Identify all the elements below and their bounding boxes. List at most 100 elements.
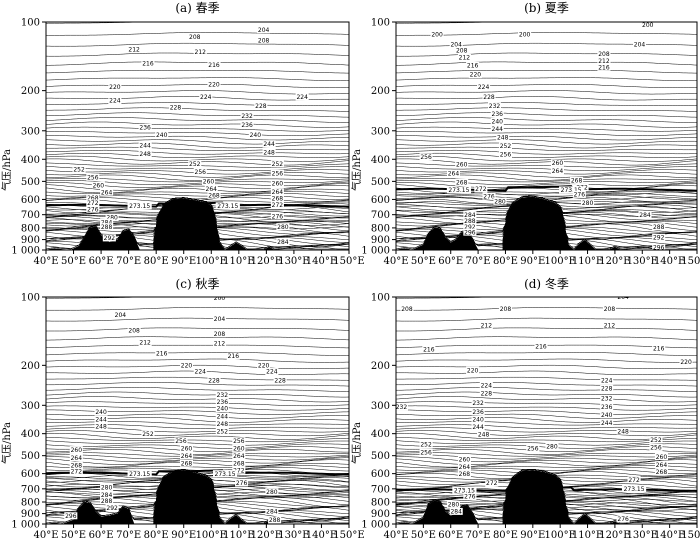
- x-tick-label: 130°E: [627, 530, 658, 541]
- isotherm-line: [396, 172, 697, 178]
- contour-label-bg: [616, 515, 630, 523]
- contour-label-bg: [240, 121, 254, 129]
- x-tick-label: 140°E: [306, 530, 337, 541]
- contour-label-bg: [100, 188, 114, 196]
- y-tick-label: 600: [21, 195, 40, 206]
- contour-label: 273.15: [448, 187, 469, 194]
- contour-label: 260: [93, 182, 105, 189]
- contour-label: 260: [272, 181, 284, 188]
- contour-label-bg: [232, 459, 246, 467]
- contour-label-bg: [94, 415, 108, 423]
- contour-label-bg: [232, 437, 246, 445]
- y-axis-label: 气压/hPa: [350, 149, 363, 191]
- contour-label-bg: [468, 71, 482, 79]
- contour-label-bg: [105, 213, 119, 221]
- y-tick-label: 100: [371, 18, 390, 29]
- contour-label: 252: [650, 437, 662, 444]
- contour-label: 252: [420, 441, 432, 448]
- contour-label-bg: [654, 461, 668, 469]
- contour-label-bg: [652, 344, 666, 352]
- x-tick-label: 150°E: [681, 256, 700, 267]
- contour-label-bg: [449, 40, 463, 48]
- isotherm-line: [396, 405, 697, 411]
- contour-label-bg: [457, 463, 471, 471]
- contour-label-bg: [91, 181, 105, 189]
- isotherm-line: [46, 344, 349, 349]
- contour-label: 276: [87, 206, 99, 213]
- isotherm-line: [396, 178, 697, 183]
- contour-label: 288: [101, 498, 113, 505]
- contour-label-bg: [463, 217, 477, 225]
- x-tick-label: 60°E: [89, 256, 114, 267]
- contour-label: 276: [617, 516, 629, 523]
- contour-label-bg: [215, 202, 240, 210]
- contour-label: 252: [500, 143, 512, 150]
- x-tick-label: 120°E: [599, 256, 630, 267]
- isotherm-line: [46, 22, 349, 24]
- contour-label-bg: [138, 150, 152, 158]
- contour-label-bg: [188, 160, 202, 168]
- contour-label-bg: [215, 405, 229, 413]
- contour-label: 260: [459, 457, 471, 464]
- isotherm-line: [396, 433, 697, 440]
- contour-label-bg: [207, 61, 221, 69]
- isotherm-line: [46, 131, 349, 136]
- contour-label-bg: [474, 185, 488, 193]
- contour-label: 204: [258, 27, 270, 34]
- x-tick-label: 150°E: [333, 256, 364, 267]
- contour-label-bg: [254, 102, 268, 110]
- contour-label: 224: [266, 369, 278, 376]
- y-tick-label: 500: [371, 451, 390, 462]
- contour-label-bg: [463, 492, 477, 500]
- y-tick-label: 700: [21, 484, 40, 495]
- contour-label-bg: [69, 454, 83, 462]
- contour-label: 248: [95, 424, 107, 431]
- x-tick-label: 120°E: [251, 530, 282, 541]
- isotherm-line: [46, 454, 349, 460]
- contour-label-bg: [201, 177, 216, 185]
- contour-label-bg: [138, 123, 152, 131]
- x-tick-label: 130°E: [278, 256, 309, 267]
- contour-label: 272: [628, 477, 640, 484]
- isotherm-line: [46, 336, 349, 341]
- contour-label: 280: [266, 489, 278, 496]
- contour-label-bg: [550, 167, 564, 175]
- isotherm-line: [396, 90, 697, 95]
- contour-label: 224: [109, 98, 121, 105]
- isotherm-line: [396, 174, 697, 181]
- contour-label-bg: [100, 491, 114, 499]
- isotherm-line: [396, 84, 697, 88]
- contour-label-bg: [113, 311, 127, 319]
- contour-label-bg: [600, 395, 614, 403]
- isotherm-line: [46, 180, 349, 186]
- panel-title: (d) 冬季: [524, 276, 569, 291]
- x-tick-label: 90°E: [520, 530, 545, 541]
- contour-label-bg: [455, 46, 469, 54]
- contour-label-bg: [265, 507, 279, 515]
- contour-label-bg: [518, 30, 532, 38]
- y-tick-label: 600: [371, 469, 390, 480]
- contour-label: 248: [497, 134, 509, 141]
- contour-label-bg: [141, 59, 155, 67]
- contour-label: 228: [601, 386, 613, 393]
- contour-label-bg: [100, 497, 114, 505]
- contour-label-bg: [86, 205, 100, 213]
- contour-label: 292: [104, 235, 116, 242]
- contour-label-bg: [496, 133, 510, 141]
- isotherm-line: [46, 42, 349, 47]
- contour-label: 288: [464, 218, 476, 225]
- isotherm-line: [396, 52, 697, 57]
- y-tick-label: 500: [21, 177, 40, 188]
- contour-label-bg: [257, 26, 271, 34]
- isotherm-line: [396, 452, 697, 457]
- contour-label: 276: [574, 192, 586, 199]
- contour-label-bg: [597, 50, 611, 58]
- contour-label: 268: [71, 462, 83, 469]
- x-tick-label: 70°E: [466, 530, 491, 541]
- contour-label: 292: [653, 235, 665, 242]
- isotherm-line: [46, 433, 349, 440]
- contour-label-bg: [498, 305, 513, 313]
